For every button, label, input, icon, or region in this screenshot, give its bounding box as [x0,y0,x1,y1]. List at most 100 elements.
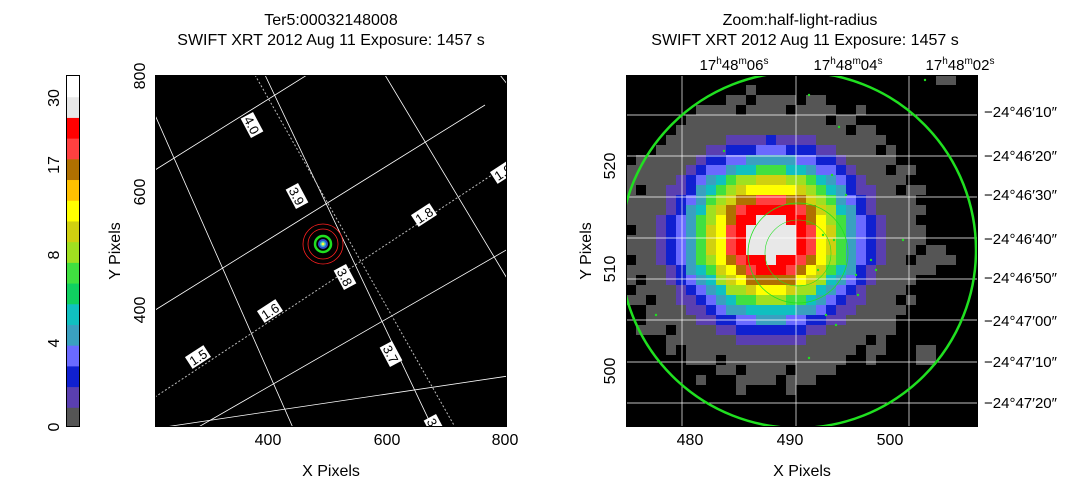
heat-pixel [716,235,726,245]
heat-pixel [766,245,776,255]
heat-pixel [746,325,756,335]
heat-pixel [776,365,786,375]
heat-pixel [676,285,686,295]
heat-pixel [886,145,896,155]
heat-pixel [836,205,846,215]
heat-pixel [716,255,726,265]
heat-pixel [876,245,886,255]
heat-pixel [786,135,796,145]
heat-pixel [776,135,786,145]
heat-pixel [816,245,826,255]
heat-pixel [836,235,846,245]
heat-pixel [786,235,796,245]
heat-pixel [756,125,766,135]
colorbar-swatch [67,96,79,118]
grid-label-text: 3.6 [424,416,446,427]
heat-pixel [646,185,656,195]
heat-pixel [816,215,826,225]
heat-pixel [786,245,796,255]
heat-pixel [676,225,686,235]
heat-pixel [686,225,696,235]
heat-pixel [776,335,786,345]
heat-pixel [756,215,766,225]
heat-pixel [776,325,786,335]
heat-pixel [816,335,826,345]
heat-pixel [716,325,726,335]
heat-pixel [736,155,746,165]
heat-pixel [856,155,866,165]
heat-pixel [876,235,886,245]
heat-pixel [696,175,706,185]
grid-label-text: 3.9 [286,185,308,208]
heat-pixel [696,335,706,345]
heat-pixel [656,205,666,215]
heat-pixel [906,185,916,195]
heat-pixel [666,135,676,145]
heat-pixel [716,295,726,305]
source-dot [821,233,825,237]
heat-pixel [726,295,736,305]
heat-pixel [756,265,766,275]
colorbar-swatch [67,407,79,426]
heat-pixel [816,95,826,105]
heat-pixel [866,205,876,215]
heat-pixel [776,95,786,105]
heat-pixel [816,235,826,245]
heat-pixel [746,335,756,345]
heat-pixel [876,165,886,175]
heat-pixel [816,105,826,115]
heat-pixel [696,265,706,275]
heat-pixel [866,245,876,255]
heat-pixel [676,335,686,345]
heat-pixel [656,265,666,275]
heat-pixel [656,225,666,235]
grid-label: 3.7 [379,341,403,367]
heat-pixel [776,245,786,255]
heat-pixel [876,295,886,305]
heat-pixel [756,295,766,305]
heat-pixel [676,125,686,135]
colorbar-tick-4: 4 [46,338,63,348]
heat-pixel [946,75,956,85]
heat-pixel [826,155,836,165]
heat-pixel [806,295,816,305]
heat-pixel [806,235,816,245]
heat-pixel [856,195,866,205]
heat-pixel [686,135,696,145]
heat-pixel [706,345,716,355]
source-dot [869,258,873,262]
heat-pixel [776,285,786,295]
heat-pixel [806,115,816,125]
ra-tick-06: 17h48m06s [699,56,769,74]
grid-line [197,249,507,427]
heat-pixel [826,265,836,275]
heat-pixel [756,155,766,165]
heat-pixel [886,305,896,315]
heat-pixel [816,345,826,355]
heat-pixel [846,245,856,255]
heat-pixel [736,345,746,355]
heat-pixel [766,125,776,135]
heat-pixel [676,135,686,145]
heat-pixel [896,285,906,295]
heat-pixel [836,275,846,285]
heat-pixel [686,325,696,335]
heat-pixel [666,205,676,215]
heat-pixel [856,165,866,175]
heat-pixel [876,205,886,215]
heat-pixel [826,135,836,145]
heat-pixel [896,275,906,285]
heat-pixel [756,375,766,385]
grid-label-box [285,183,309,209]
heat-pixel [876,255,886,265]
heat-pixel [716,135,726,145]
heat-pixel [846,305,856,315]
heat-pixel [746,185,756,195]
heat-pixel [866,325,876,335]
extraction-ring-mid [307,228,339,260]
heat-pixel [786,285,796,295]
heat-pixel [776,195,786,205]
dec-tick-8: −24°47′20″ [984,395,1057,412]
source-dot [923,78,927,82]
heat-pixel [656,295,666,305]
